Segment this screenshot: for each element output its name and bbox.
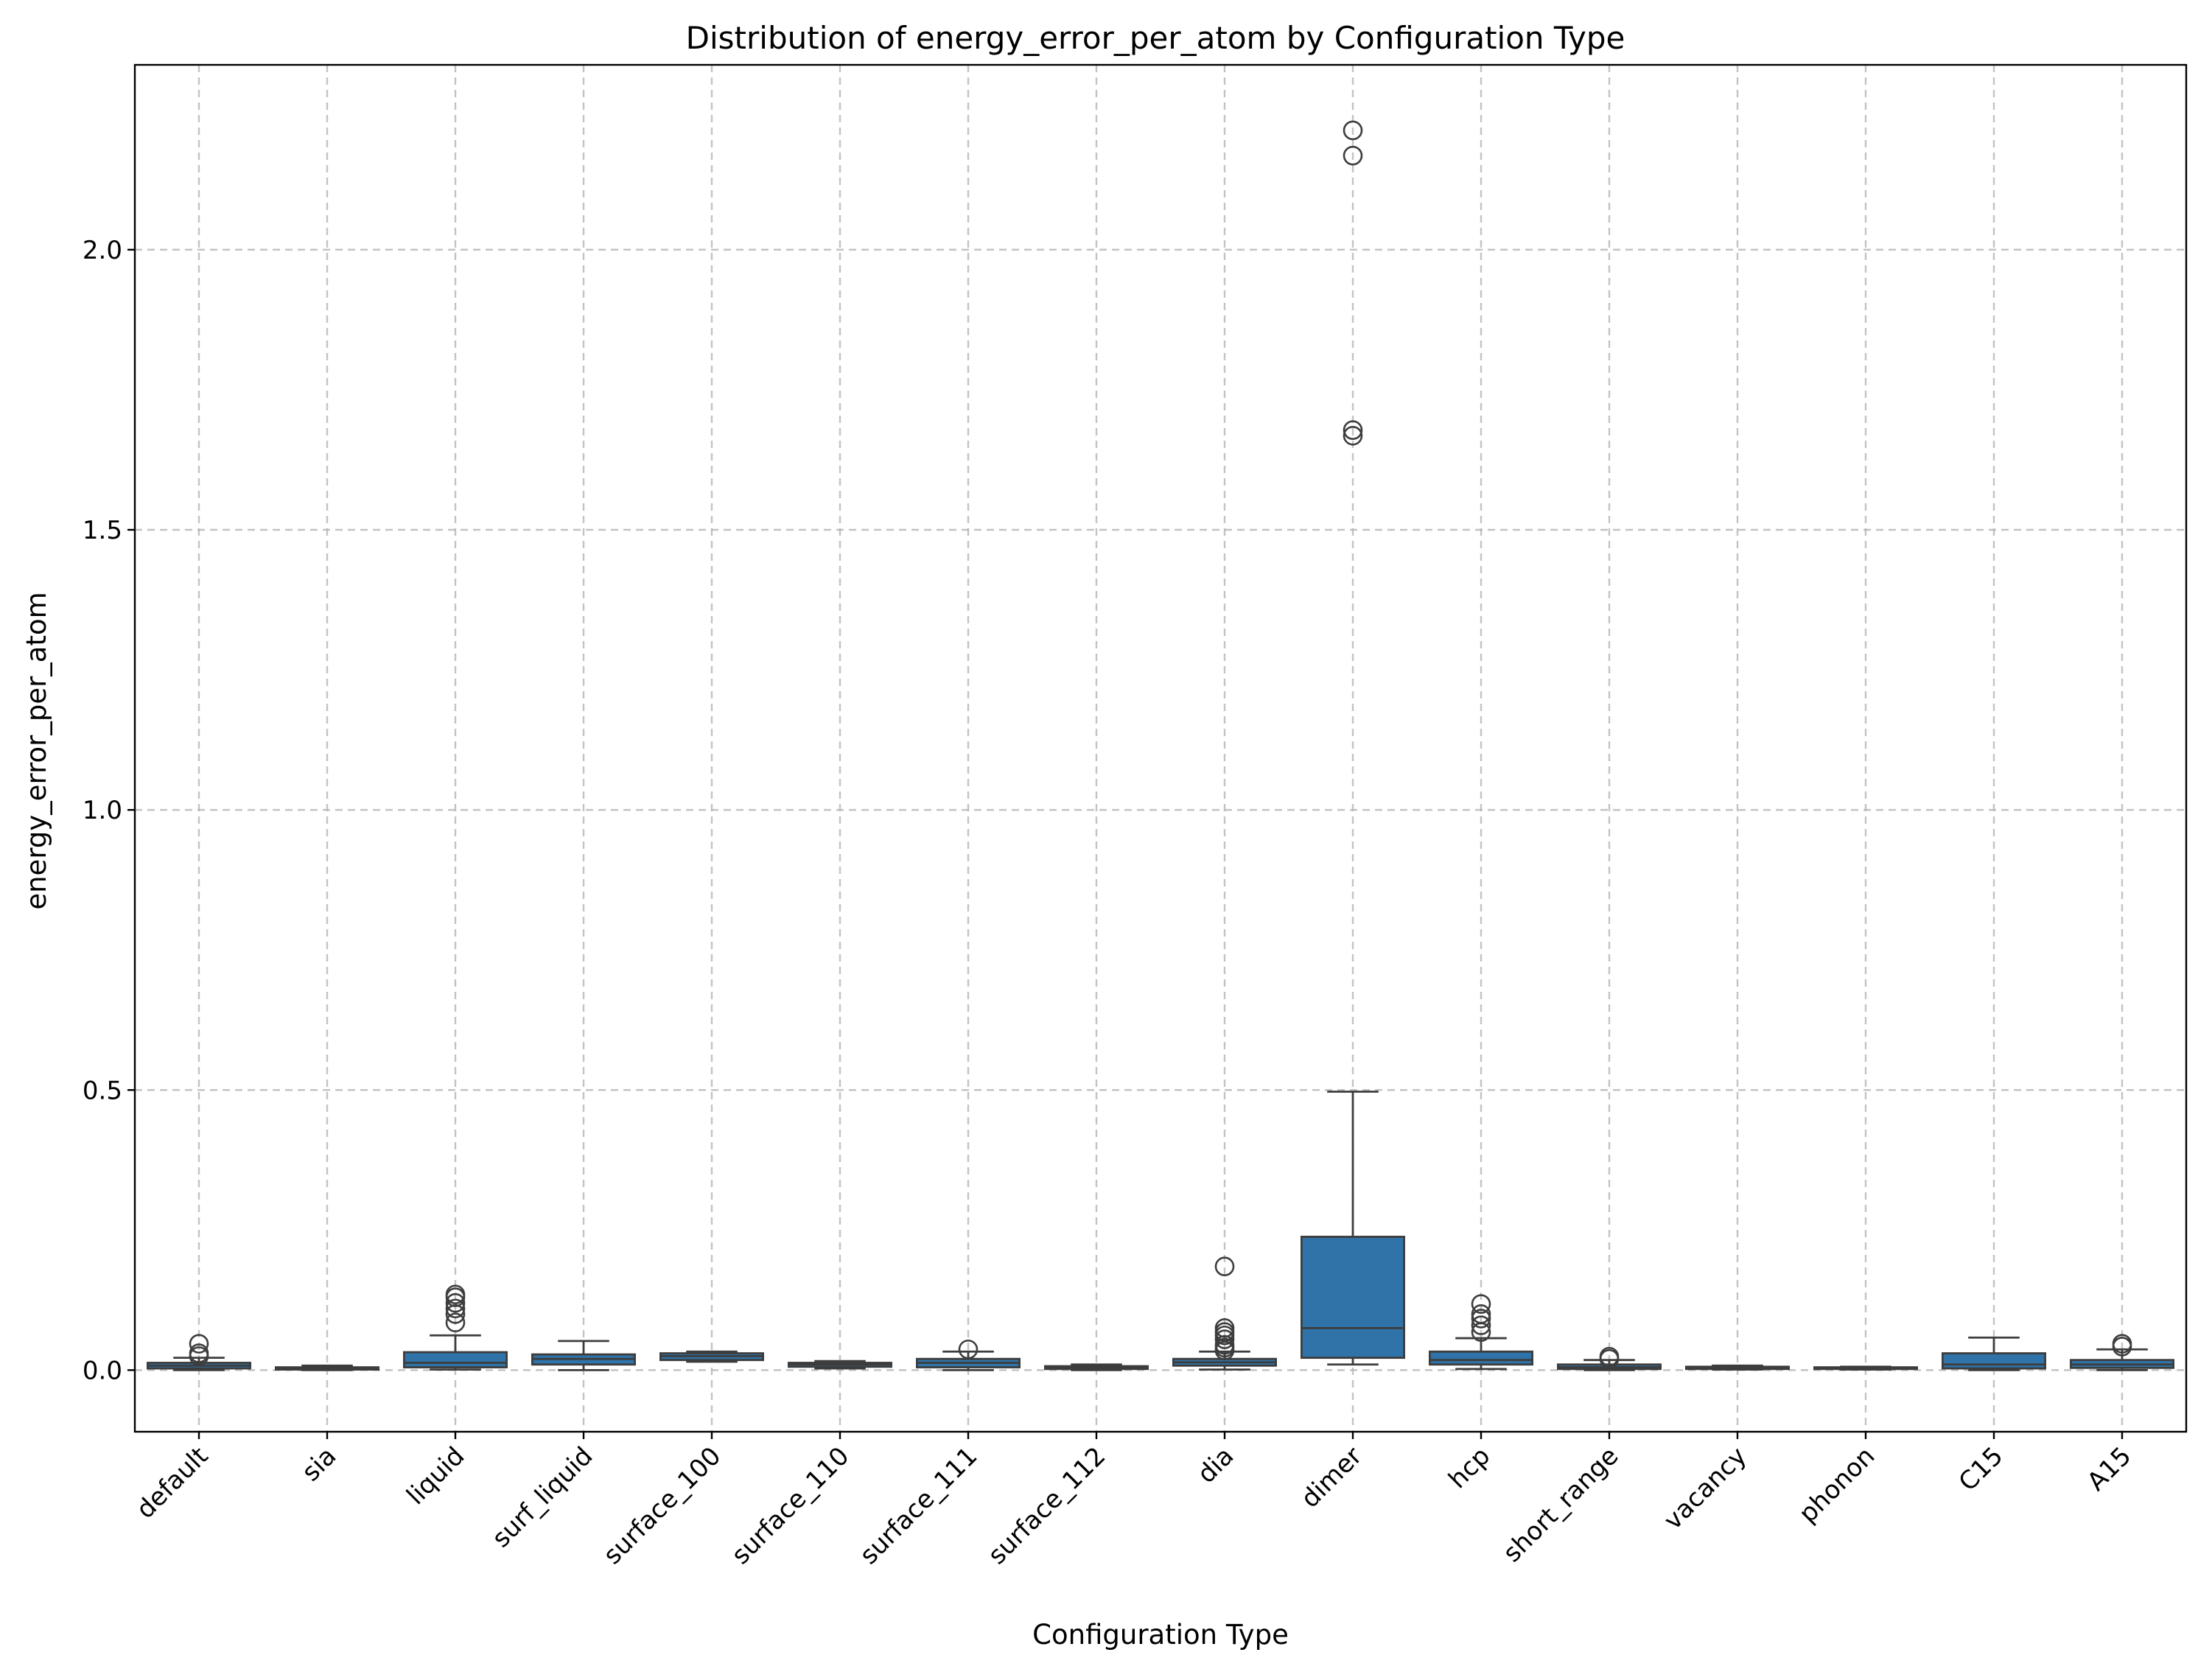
box-phonon	[1813, 1365, 1918, 1371]
x-tick-label: hcp	[1443, 1441, 1496, 1494]
outlier-point	[1343, 420, 1363, 440]
box-surface_111	[916, 1339, 1021, 1371]
outlier-point	[1471, 1294, 1491, 1314]
y-tick-label: 1.5	[83, 516, 122, 545]
outlier-point	[445, 1298, 466, 1319]
iqr-box	[1941, 1352, 2046, 1370]
box-hcp	[1429, 1294, 1534, 1371]
box-C15	[1941, 1336, 2046, 1371]
box-vacancy	[1684, 1364, 1790, 1371]
outlier-point	[1343, 145, 1363, 166]
outlier-point	[445, 1284, 466, 1305]
box-surface_100	[659, 1350, 765, 1363]
iqr-box	[403, 1351, 508, 1368]
iqr-box	[1429, 1350, 1534, 1366]
chart-title: Distribution of energy_error_per_atom by…	[686, 20, 1625, 56]
x-tick-label: dimer	[1295, 1441, 1368, 1514]
outlier-point	[1343, 120, 1363, 141]
outlier-point	[1471, 1309, 1491, 1329]
x-tick-label: default	[130, 1441, 214, 1525]
x-tick-label: surface_110	[726, 1441, 855, 1570]
x-tick-label: surface_111	[854, 1441, 983, 1570]
y-tick-label: 0.0	[83, 1356, 122, 1385]
x-tick-label: surf_liquid	[486, 1441, 598, 1553]
outlier-point	[958, 1339, 979, 1360]
y-axis-label: energy_error_per_atom	[21, 592, 52, 909]
outlier-point	[1471, 1315, 1491, 1335]
box-surface_110	[788, 1360, 893, 1370]
box-default	[146, 1334, 251, 1371]
x-tick-label: sia	[296, 1441, 342, 1487]
iqr-box	[1301, 1236, 1406, 1360]
outlier-point	[445, 1292, 466, 1313]
box-short_range	[1556, 1346, 1662, 1371]
x-tick-label: surface_100	[598, 1441, 727, 1570]
outlier-point	[1599, 1346, 1620, 1367]
x-tick-label: liquid	[401, 1441, 470, 1511]
box-A15	[2069, 1334, 2174, 1371]
x-tick-label: C15	[1953, 1441, 2009, 1497]
box-sia	[274, 1364, 379, 1371]
outlier-point	[1471, 1304, 1491, 1324]
outlier-point	[1343, 425, 1363, 446]
x-tick-label: surface_112	[982, 1441, 1111, 1570]
x-tick-label: phonon	[1793, 1441, 1881, 1529]
grid-lines	[135, 65, 2186, 1432]
outlier-point	[2112, 1334, 2132, 1354]
box-surf_liquid	[531, 1340, 637, 1371]
x-tick-label: dia	[1191, 1441, 1239, 1489]
box-surface_112	[1044, 1363, 1149, 1371]
boxes	[146, 120, 2174, 1371]
y-tick-label: 0.5	[83, 1076, 122, 1105]
plot-frame	[133, 63, 2188, 1433]
x-tick-label: A15	[2082, 1441, 2137, 1497]
y-tick-label: 1.0	[83, 796, 122, 825]
outlier-point	[189, 1334, 209, 1354]
x-tick-label: vacancy	[1658, 1441, 1752, 1536]
outlier-point	[445, 1312, 466, 1333]
box-dimer	[1301, 120, 1406, 1366]
outlier-point	[189, 1343, 209, 1363]
outlier-point	[1214, 1256, 1235, 1277]
box-liquid	[403, 1284, 508, 1371]
x-axis-label: Configuration Type	[1032, 1619, 1289, 1651]
y-tick-label: 2.0	[83, 236, 122, 265]
x-tick-label: short_range	[1497, 1441, 1624, 1568]
box-dia	[1172, 1256, 1278, 1371]
outlier-point	[1214, 1318, 1235, 1338]
